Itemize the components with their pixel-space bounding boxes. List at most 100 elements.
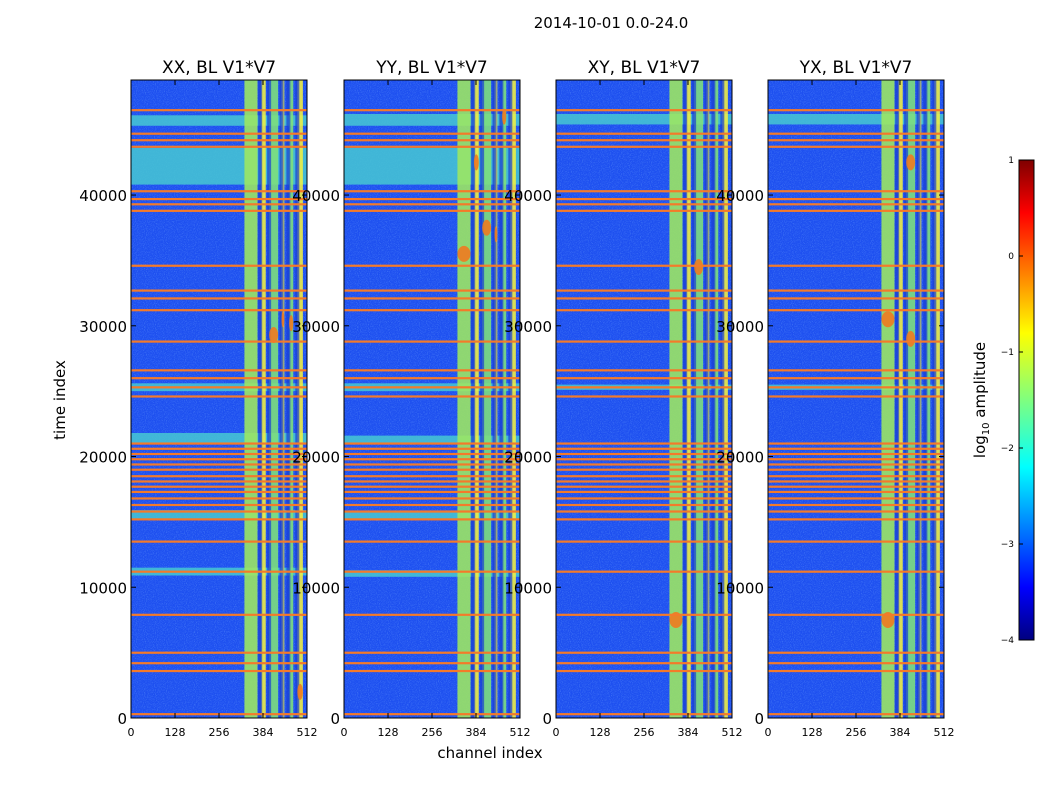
colorbar-tick-label: −4 xyxy=(1001,636,1015,646)
flagged-row xyxy=(131,468,307,471)
flagged-row xyxy=(344,518,520,521)
flagged-row xyxy=(768,395,944,398)
flagged-row xyxy=(556,458,732,461)
hotspot xyxy=(906,330,916,347)
flagged-row xyxy=(131,669,307,673)
flagged-row xyxy=(131,651,307,654)
channel-gap xyxy=(508,80,513,718)
channel-band xyxy=(897,80,903,718)
flagged-row xyxy=(768,518,944,521)
channel-gap xyxy=(923,80,928,718)
flagged-row xyxy=(344,468,520,471)
figure-title: 2014-10-01 0.0-24.0 xyxy=(534,14,689,32)
flagged-row xyxy=(344,395,520,398)
channel-band xyxy=(482,80,492,718)
flagged-row xyxy=(768,309,944,312)
heatmap-panels: XX, BL V1*V7 0 128 256 384 512 0 10000 20000 3000… xyxy=(79,58,954,739)
flagged-row xyxy=(768,209,944,212)
flagged-row xyxy=(131,139,307,142)
flagged-row xyxy=(768,132,944,135)
flagged-row xyxy=(556,452,732,456)
flagged-row xyxy=(344,386,520,389)
channel-gap xyxy=(683,80,688,718)
flagged-row xyxy=(556,264,732,267)
y-tick-label: 10000 xyxy=(504,579,552,597)
flagged-row xyxy=(556,190,732,193)
flagged-row xyxy=(131,540,307,543)
flagged-row xyxy=(131,497,307,500)
flagged-row xyxy=(768,145,944,148)
flagged-row xyxy=(131,458,307,461)
flagged-row xyxy=(556,377,732,380)
flagged-row xyxy=(556,209,732,212)
panel-4: YX, BL V1*V7 0 128 256 384 512 0 10000 20000 3000… xyxy=(716,58,954,739)
flagged-row xyxy=(344,452,520,456)
flagged-row xyxy=(131,490,307,494)
flagged-row xyxy=(344,669,520,673)
flagged-row xyxy=(768,386,944,389)
y-tick-label: 20000 xyxy=(716,449,764,467)
flagged-row xyxy=(131,503,307,507)
y-tick-label: 30000 xyxy=(716,318,764,336)
y-tick-label: 20000 xyxy=(504,449,552,467)
flagged-row xyxy=(768,197,944,201)
flagged-row xyxy=(131,570,307,573)
flagged-row xyxy=(344,297,520,300)
hotspot xyxy=(269,326,279,343)
channel-band xyxy=(694,80,704,718)
y-tick-label: 40000 xyxy=(292,187,340,205)
channel-band xyxy=(926,80,931,718)
y-tick-label: 40000 xyxy=(716,187,764,205)
flagged-row xyxy=(131,386,307,389)
flagged-row xyxy=(131,518,307,521)
flagged-row xyxy=(344,442,520,445)
band-feature xyxy=(131,432,307,444)
hotspot xyxy=(494,226,498,243)
panel-title: YY, BL V1*V7 xyxy=(375,58,488,78)
channel-gap xyxy=(471,80,476,718)
flagged-row xyxy=(344,570,520,573)
flagged-row xyxy=(344,651,520,654)
y-tick-label: 40000 xyxy=(504,187,552,205)
flagged-row xyxy=(131,442,307,445)
flagged-row xyxy=(768,669,944,673)
flagged-row xyxy=(556,447,732,450)
x-tick-label: 384 xyxy=(466,726,487,739)
flagged-row xyxy=(768,203,944,206)
flagged-row xyxy=(131,190,307,193)
flagged-row xyxy=(556,570,732,573)
flagged-row xyxy=(344,197,520,201)
panel-3: XY, BL V1*V7 0 128 256 384 512 0 10000 20000 3000… xyxy=(504,58,742,739)
flagged-row xyxy=(131,452,307,456)
x-tick-label: 384 xyxy=(253,726,274,739)
channel-gap xyxy=(711,80,716,718)
panel-1: XX, BL V1*V7 0 128 256 384 512 0 10000 20000 3000… xyxy=(79,58,317,739)
x-axis-label: channel index xyxy=(437,744,542,762)
flagged-row xyxy=(344,662,520,665)
flagged-row xyxy=(768,651,944,654)
flagged-row xyxy=(556,386,732,389)
channel-band xyxy=(297,80,303,718)
x-tick-label: 256 xyxy=(846,726,867,739)
flagged-row xyxy=(556,289,732,292)
flagged-row xyxy=(768,442,944,445)
flagged-row xyxy=(768,540,944,543)
flagged-row xyxy=(344,490,520,494)
x-tick-label: 0 xyxy=(765,726,772,739)
flagged-row xyxy=(768,485,944,488)
colorbar-tick-label: −2 xyxy=(1001,444,1014,454)
y-tick-label: 30000 xyxy=(504,318,552,336)
flagged-row xyxy=(768,109,944,112)
x-tick-label: 128 xyxy=(165,726,186,739)
hotspot xyxy=(457,245,471,262)
flagged-row xyxy=(768,490,944,494)
flagged-row xyxy=(131,369,307,372)
y-tick-label: 0 xyxy=(542,710,552,728)
flagged-row xyxy=(344,289,520,292)
channel-band xyxy=(685,80,691,718)
channel-gap xyxy=(499,80,504,718)
y-tick-label: 30000 xyxy=(292,318,340,336)
channel-band xyxy=(473,80,479,718)
x-tick-label: 128 xyxy=(378,726,399,739)
channel-gap xyxy=(692,80,697,718)
